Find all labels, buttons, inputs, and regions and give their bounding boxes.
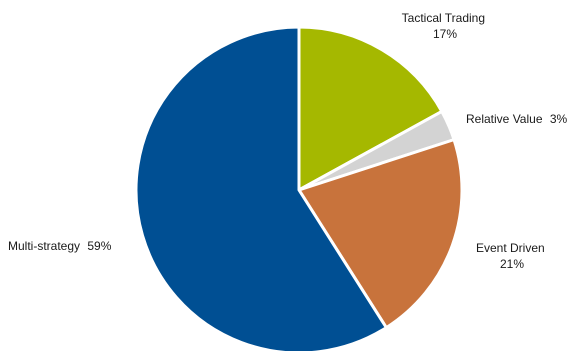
pie-slice-multi-strategy [134, 25, 388, 351]
label-relative-value-name: Relative Value [466, 112, 543, 126]
label-relative-value: Relative Value 3% [466, 112, 568, 126]
label-tactical-trading: Tactical Trading 17% [402, 11, 489, 41]
label-tactical-trading-value: 17% [433, 27, 457, 41]
label-event-driven: Event Driven 21% [476, 241, 548, 271]
label-multi-strategy: Multi-strategy 59% [8, 239, 112, 253]
label-relative-value-value: 3% [550, 112, 568, 126]
label-multi-strategy-value: 59% [87, 239, 111, 253]
label-event-driven-name: Event Driven [476, 241, 545, 255]
label-multi-strategy-name: Multi-strategy [8, 239, 80, 253]
label-tactical-trading-name: Tactical Trading [402, 11, 485, 25]
pie-slices [134, 25, 464, 351]
pie-slice-tactical-trading [297, 25, 444, 192]
label-event-driven-value: 21% [500, 257, 524, 271]
pie-slice-event-driven [297, 138, 464, 330]
